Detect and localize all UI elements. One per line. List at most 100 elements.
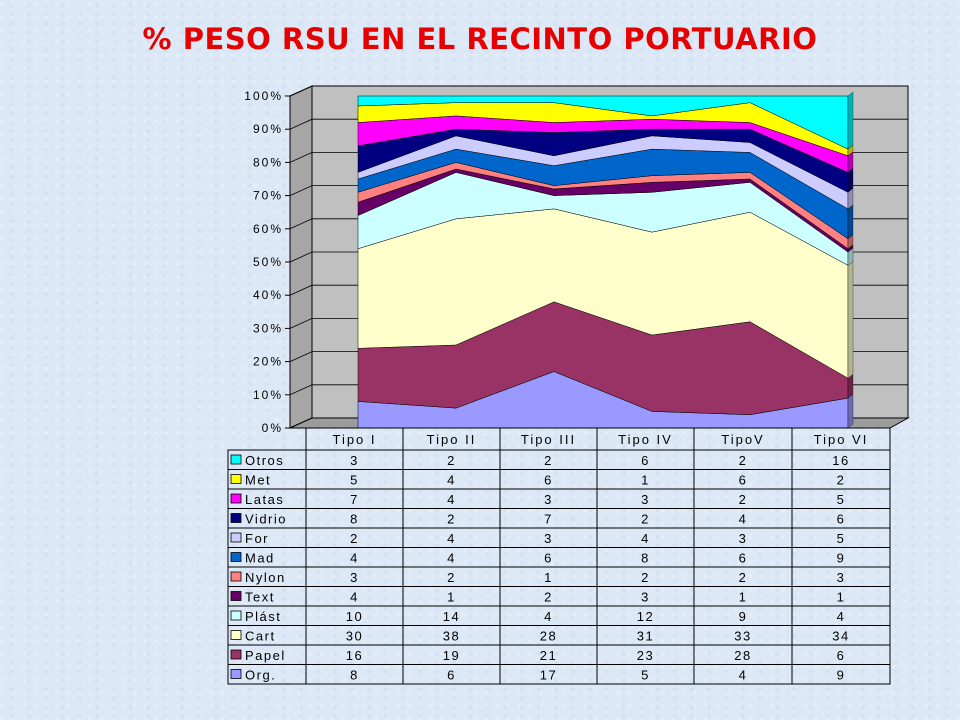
gridline <box>289 85 908 97</box>
table-cell-value: 28 <box>540 629 557 644</box>
table-row-box <box>227 605 891 626</box>
table-cell-value: 38 <box>443 629 460 644</box>
series-label: Nylon <box>245 570 286 585</box>
table-cell-value: 1 <box>641 473 650 488</box>
slide-title: % PESO RSU EN EL RECINTO PORTUARIO <box>142 22 818 56</box>
legend-key <box>230 630 242 640</box>
category-label: TipoV <box>721 432 764 447</box>
table-cell-value: 3 <box>837 570 846 585</box>
table-cell-value: 2 <box>447 453 456 468</box>
table-cell-value: 3 <box>641 590 650 605</box>
series-label: Text <box>245 590 275 605</box>
table-cell-value: 28 <box>734 648 751 663</box>
table-cell-value: 6 <box>739 551 748 566</box>
table-cell-value: 34 <box>832 629 849 644</box>
table-cell-value: 6 <box>837 648 846 663</box>
table-cell-value: 4 <box>447 531 456 546</box>
table-cell-value: 2 <box>739 492 748 507</box>
table-row-box <box>227 625 891 646</box>
table-cell-value: 5 <box>837 531 846 546</box>
table-cell-value: 3 <box>739 531 748 546</box>
table-cell-value: 19 <box>443 648 460 663</box>
table-cell-value: 5 <box>641 668 650 683</box>
table-cell-value: 4 <box>544 609 553 624</box>
table-cell-value: 2 <box>641 570 650 585</box>
table-row-box <box>227 469 891 490</box>
series-label: Papel <box>245 648 286 663</box>
table-cell-value: 3 <box>350 570 359 585</box>
table-cell-value: 8 <box>350 668 359 683</box>
table-row-box <box>227 527 891 548</box>
table-cell-value: 9 <box>739 609 748 624</box>
table-cell-value: 31 <box>637 629 654 644</box>
category-label: Tipo III <box>521 432 576 447</box>
table-cell-value: 2 <box>544 453 553 468</box>
table-cell-value: 6 <box>837 512 846 527</box>
category-label: Tipo II <box>427 432 477 447</box>
y-tick-label: 70% <box>253 189 283 203</box>
table-row-box <box>227 488 891 509</box>
table-cell-value: 21 <box>540 648 557 663</box>
table-cell-value: 2 <box>837 473 846 488</box>
table-cell-value: 9 <box>837 551 846 566</box>
table-cell-value: 1 <box>544 570 553 585</box>
table-cell-value: 2 <box>447 512 456 527</box>
table-cell-value: 16 <box>346 648 363 663</box>
table-row: Papel 16 19 21 23 28 6 <box>227 644 891 665</box>
table-cell-value: 2 <box>447 570 456 585</box>
table-cell-value: 2 <box>739 453 748 468</box>
table-cell-value: 8 <box>641 551 650 566</box>
table-cell-value: 23 <box>637 648 654 663</box>
table-cell-value: 8 <box>350 512 359 527</box>
category-label: Tipo I <box>332 432 376 447</box>
table-cell-value: 4 <box>837 609 846 624</box>
table-cell-value: 6 <box>447 668 456 683</box>
table-cell-value: 7 <box>544 512 553 527</box>
table-header-box <box>305 427 891 451</box>
y-tick-label: 100% <box>244 89 283 103</box>
table-cell-value: 3 <box>350 453 359 468</box>
table-cell-value: 30 <box>346 629 363 644</box>
series-label: Cart <box>245 629 276 644</box>
legend-key <box>230 474 242 484</box>
series-label: Plást <box>245 609 281 624</box>
series-label: Latas <box>245 492 284 507</box>
y-tick-label: 40% <box>253 288 283 302</box>
y-axis-ticks: 0% 10% 20% 30% 40% 50% 60% 70% 80% 90% 100% <box>244 89 291 435</box>
table-cell-value: 12 <box>637 609 654 624</box>
table-row-box <box>227 566 891 587</box>
table-row: Nylon 3 2 1 2 2 3 <box>227 566 891 587</box>
y-tick-label: 30% <box>253 321 283 335</box>
table-row: Text 4 1 2 3 1 1 <box>227 586 891 607</box>
table-cell-value: 2 <box>350 531 359 546</box>
category-label: Tipo VI <box>814 432 869 447</box>
chart-areas <box>357 91 854 429</box>
series-label: For <box>245 531 269 546</box>
y-tick-label: 10% <box>253 388 283 402</box>
y-tick-label: 20% <box>253 355 283 369</box>
table-cell-value: 4 <box>739 512 748 527</box>
table-cell-value: 4 <box>641 531 650 546</box>
table-row: Plást 10 14 4 12 9 4 <box>227 605 891 626</box>
table-cell-value: 6 <box>739 473 748 488</box>
y-tick-label: 50% <box>253 255 283 269</box>
area-side-Cart <box>847 261 854 379</box>
table-cell-value: 4 <box>447 492 456 507</box>
series-label: Vidrio <box>245 512 287 527</box>
table-cell-value: 16 <box>832 453 849 468</box>
table-row-box <box>227 547 891 568</box>
table-cell-value: 14 <box>443 609 460 624</box>
table-row: Latas 7 4 3 3 2 5 <box>227 488 891 509</box>
table-cell-value: 6 <box>544 473 553 488</box>
table-row-box <box>227 508 891 529</box>
legend-key <box>230 454 242 465</box>
table-cell-value: 2 <box>544 590 553 605</box>
legend-key <box>230 493 242 504</box>
table-cell-value: 2 <box>739 570 748 585</box>
table-cell-value: 3 <box>544 492 553 507</box>
table-cell-value: 1 <box>837 590 846 605</box>
table-cell-value: 5 <box>837 492 846 507</box>
table-cell-value: 3 <box>641 492 650 507</box>
table-cell-value: 6 <box>544 551 553 566</box>
